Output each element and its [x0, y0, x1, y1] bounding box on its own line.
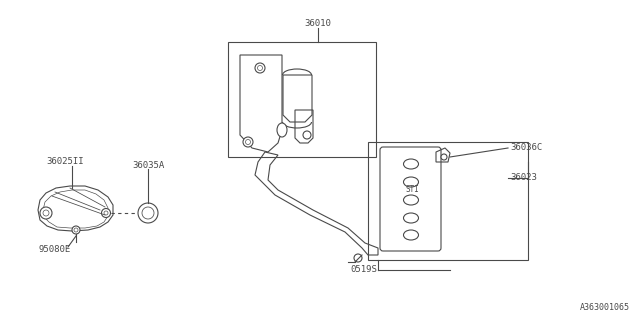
Circle shape — [441, 154, 447, 160]
Text: STI: STI — [405, 186, 419, 195]
Circle shape — [102, 209, 111, 218]
Bar — [228, 42, 376, 157]
Text: 36025II: 36025II — [46, 157, 84, 166]
Text: 36036C: 36036C — [510, 143, 542, 153]
Text: 95080E: 95080E — [39, 245, 71, 254]
Ellipse shape — [277, 123, 287, 137]
Text: 36035A: 36035A — [132, 161, 164, 170]
Ellipse shape — [403, 230, 419, 240]
Circle shape — [243, 137, 253, 147]
Text: 0519S: 0519S — [350, 266, 377, 275]
Ellipse shape — [403, 195, 419, 205]
Circle shape — [72, 226, 80, 234]
Ellipse shape — [403, 213, 419, 223]
Circle shape — [40, 207, 52, 219]
Ellipse shape — [403, 159, 419, 169]
Text: 36010: 36010 — [305, 20, 332, 28]
Circle shape — [255, 63, 265, 73]
Circle shape — [354, 254, 362, 262]
Text: A363001065: A363001065 — [580, 303, 630, 312]
Text: 36023: 36023 — [510, 173, 537, 182]
Circle shape — [303, 131, 311, 139]
Ellipse shape — [403, 177, 419, 187]
Bar — [368, 142, 528, 260]
